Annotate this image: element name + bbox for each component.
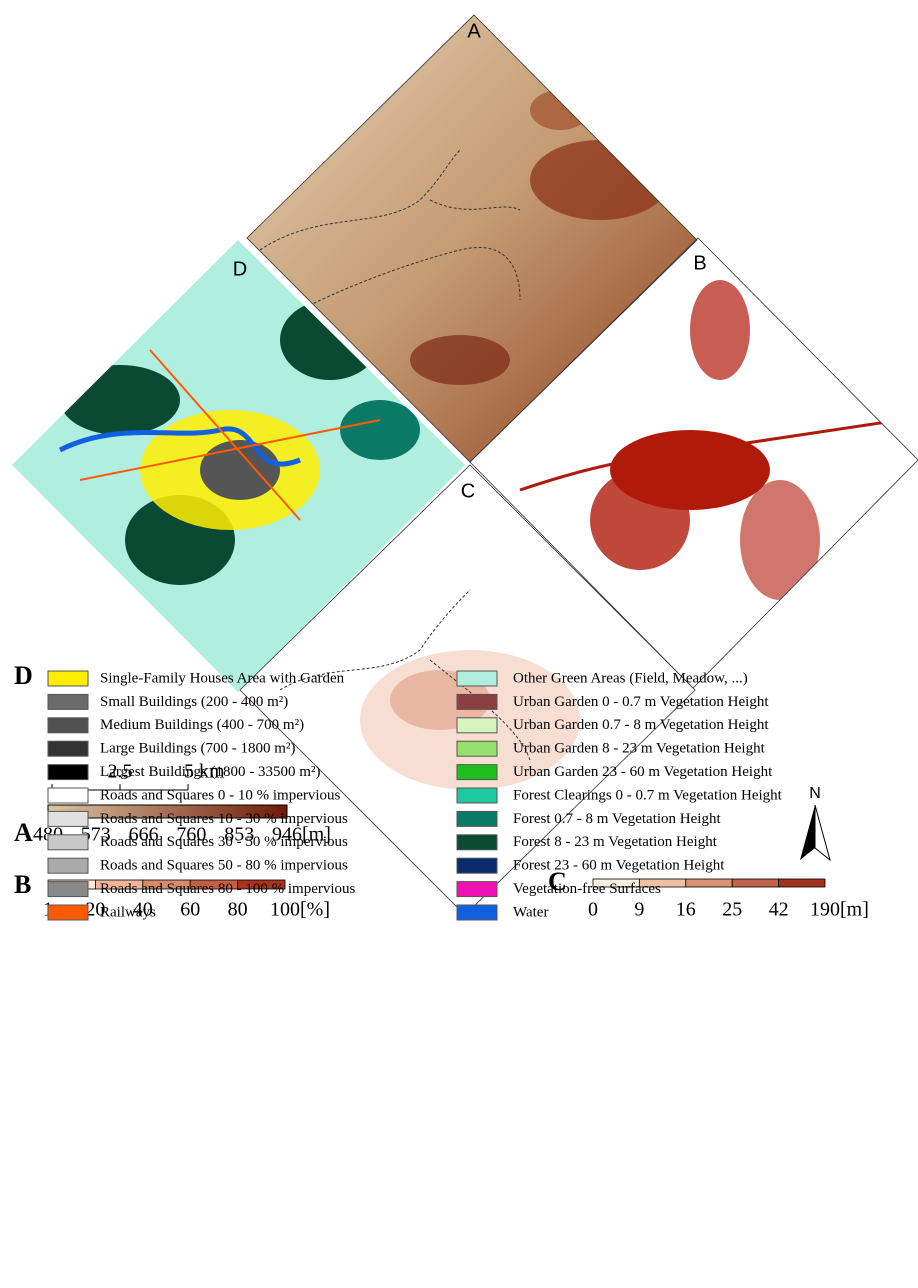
colorbar-letter: A	[14, 818, 33, 847]
colorbar-label: 60	[180, 899, 200, 921]
colorbar-label: 9	[634, 899, 644, 921]
colorbar-label: 100	[270, 899, 300, 921]
figure: A B C D 0 2.5 5 km N A480573666760853946…	[0, 0, 918, 1288]
colorbar-label: 0	[588, 899, 598, 921]
colorbar-class	[779, 879, 825, 887]
legend-label: Roads and Squares 50 - 80 % impervious	[100, 858, 348, 874]
legend-swatch	[48, 905, 88, 920]
legend-swatch	[48, 858, 88, 873]
colorbar-label: 42	[769, 899, 789, 921]
legend-label: Urban Garden 8 - 23 m Vegetation Height	[513, 741, 766, 757]
legend-label: Vegetation-free Surfaces	[513, 881, 661, 897]
legend-swatch	[48, 718, 88, 733]
legend-label: Medium Buildings (400 - 700 m²)	[100, 717, 304, 733]
legend-label: Water	[513, 904, 548, 920]
legend-swatch	[457, 718, 497, 733]
legend-swatch	[457, 811, 497, 826]
legend-swatch	[48, 811, 88, 826]
colorbar-class	[686, 879, 732, 887]
colorbar-unit: [%]	[300, 899, 330, 921]
legend-label: Small Buildings (200 - 400 m²)	[100, 694, 288, 710]
colorbar-class	[732, 879, 778, 887]
legend-swatch	[457, 765, 497, 780]
legend-swatch	[48, 694, 88, 709]
legend-label: Forest 8 - 23 m Vegetation Height	[513, 834, 718, 850]
panel-label: D	[233, 258, 247, 280]
legend-label: Forest 0.7 - 8 m Vegetation Height	[513, 811, 721, 827]
legend-label: Largest Buildings (1800 - 33500 m²)	[100, 764, 320, 780]
legend-swatch	[457, 694, 497, 709]
legend-label: Roads and Squares 80 - 100 % impervious	[100, 881, 356, 897]
legend-swatch	[457, 858, 497, 873]
legend-label: Single-Family Houses Area with Garden	[100, 670, 345, 686]
legend-swatch	[457, 671, 497, 686]
north-label: N	[809, 785, 821, 802]
legend-swatch	[457, 835, 497, 850]
north-arrow: N	[800, 785, 830, 860]
legend-label: Forest Clearings 0 - 0.7 m Vegetation He…	[513, 787, 783, 803]
legend-label: Forest 23 - 60 m Vegetation Height	[513, 858, 725, 874]
panel-label: A	[467, 20, 481, 42]
legend-label: Large Buildings (700 - 1800 m²)	[100, 741, 295, 757]
panel-label: C	[461, 480, 475, 502]
colorbar-unit: [m]	[840, 899, 869, 921]
legend-swatch	[48, 765, 88, 780]
legend-label: Roads and Squares 30 - 50 % impervious	[100, 834, 348, 850]
legend-label: Other Green Areas (Field, Meadow, ...)	[513, 670, 748, 686]
legend-label: Railways	[100, 904, 156, 920]
legend-swatch	[48, 882, 88, 897]
colorbar-label: 16	[676, 899, 696, 921]
legend-letter: D	[14, 661, 33, 690]
legend-label: Urban Garden 23 - 60 m Vegetation Height	[513, 764, 773, 780]
panel-label: B	[693, 252, 706, 274]
colorbar-label: 80	[228, 899, 248, 921]
legend-swatch	[48, 835, 88, 850]
legend-swatch	[457, 741, 497, 756]
legend-swatch	[457, 905, 497, 920]
legend-swatch	[457, 882, 497, 897]
legend-label: Roads and Squares 0 - 10 % impervious	[100, 787, 341, 803]
colorbar-letter: B	[14, 870, 31, 899]
legend-label: Urban Garden 0 - 0.7 m Vegetation Height	[513, 694, 769, 710]
colorbar-label: 190	[810, 899, 840, 921]
legend-label: Roads and Squares 10 - 30 % impervious	[100, 811, 348, 827]
colorbar-label: 25	[722, 899, 742, 921]
legend-swatch	[48, 671, 88, 686]
legend-swatch	[457, 788, 497, 803]
legend-swatch	[48, 741, 88, 756]
legend-swatch	[48, 788, 88, 803]
legend-label: Urban Garden 0.7 - 8 m Vegetation Height	[513, 717, 769, 733]
